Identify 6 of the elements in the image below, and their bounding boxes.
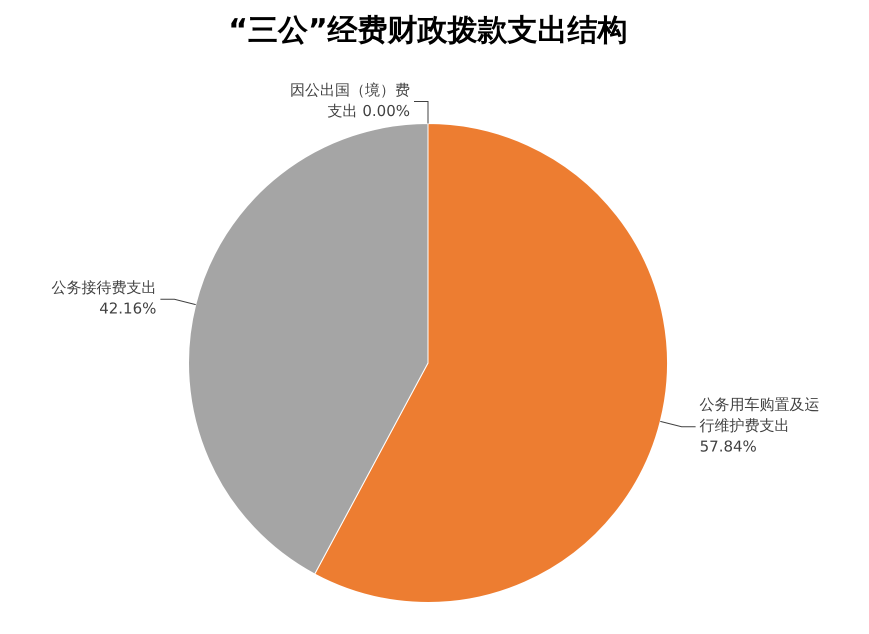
slice-label: 公务接待费支出: [51, 278, 156, 297]
slice-label: 公务用车购置及运行维护费支出: [700, 396, 820, 435]
data-label: 57.84%: [700, 438, 757, 456]
category-label: 因公出国（境）费支出 0.00%: [290, 80, 410, 120]
data-label: 42.16%: [99, 300, 156, 318]
chart-title: “三公”经费财政拨款支出结构: [228, 12, 628, 48]
